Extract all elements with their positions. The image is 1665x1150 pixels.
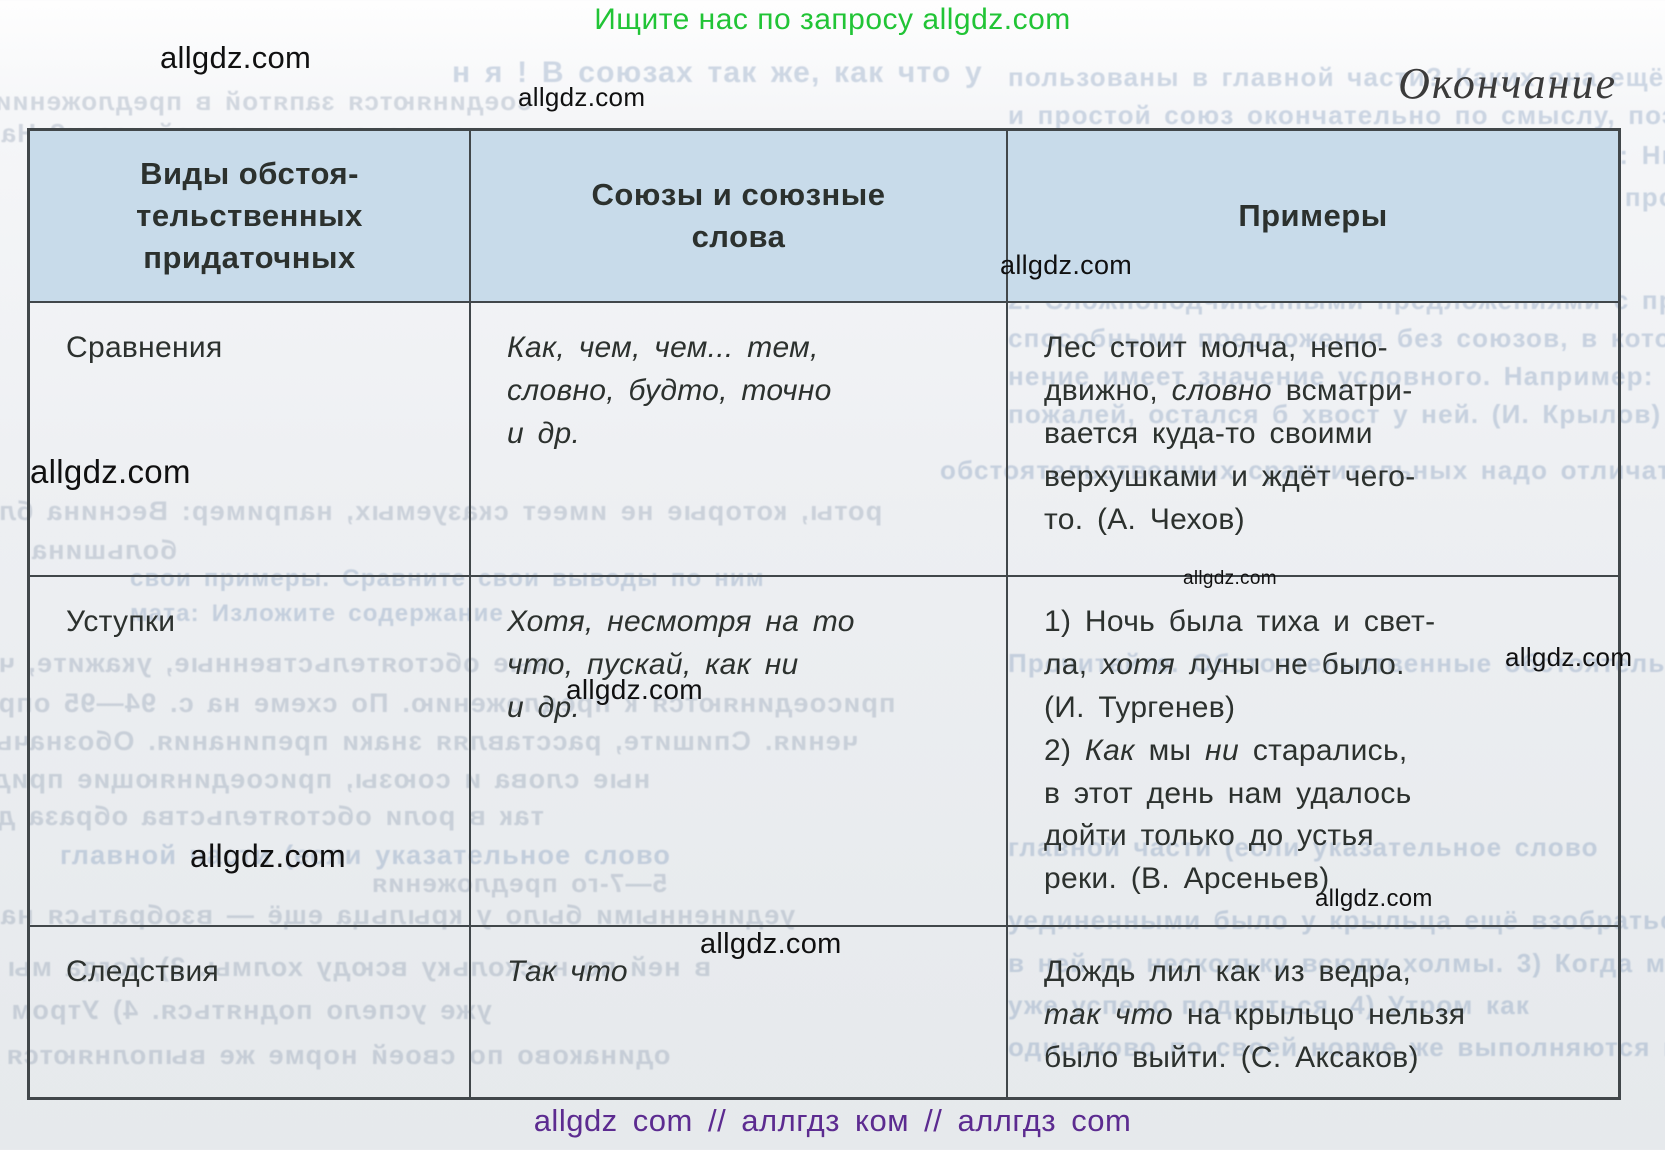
page-corner-label: Окончание	[1398, 59, 1617, 108]
watermark-text: allgdz.com	[160, 40, 312, 75]
table-cell-type: Уступки	[30, 575, 469, 925]
bleed-text-line: способными предложения без союзов, в кот…	[1008, 323, 1665, 353]
watermark-text: allgdz.com	[700, 928, 842, 960]
watermark-text: allgdz.com	[1315, 885, 1433, 912]
bleed-text-line: н я ! В союзах так же, как что у	[452, 56, 983, 89]
bleed-text-line: и простой союз окончательно по смыслу, п…	[1008, 100, 1665, 130]
watermark-text: allgdz.com	[30, 453, 191, 490]
table-cell-type: Следствия	[30, 925, 469, 1097]
bleed-text-line: уже успело подняться. 4) Утром как	[1008, 990, 1531, 1020]
bleed-text-line: пожалей, остался б хвост у ней. (И. Крыл…	[1008, 399, 1662, 429]
watermark-text: allgdz.com	[1000, 250, 1133, 280]
bleed-text-line: пользованы в главной части? Каких она ещ…	[1008, 62, 1665, 92]
bleed-text-line: нение имеет значение условного. Например…	[1008, 361, 1665, 391]
bleed-text-line: обстоятельственных сравнительных надо от…	[940, 455, 1665, 485]
table-cell-example: Лес стоит молча, непо- движно, словно вс…	[1006, 301, 1618, 575]
bleed-text-line: одинаково по своей норме же выполняются …	[1008, 1032, 1665, 1062]
bleed-text-line: Прочитайте. Обстоятельственные обстоятел…	[1008, 648, 1665, 678]
table-header-types: Виды обстоя- тельственных придаточных	[30, 131, 469, 301]
grammar-table: Виды обстоя- тельственных придаточных Со…	[27, 128, 1621, 1100]
watermark-text: allgdz.com	[190, 838, 346, 874]
table-cell-type: Сравнения	[30, 301, 469, 575]
bleed-text-line: в ней по нескольку всюду холмы. 3) Когда…	[1008, 948, 1665, 978]
bleed-text-line: главной части (если указательное слово	[60, 840, 672, 870]
watermark-text: allgdz.com	[566, 674, 703, 705]
bleed-text-line: главной части (если указательное слово	[1008, 832, 1599, 862]
watermark-text: allgdz.com	[518, 82, 646, 112]
table-cell-conjunctions: Хотя, несмотря на то что, пускай, как ни…	[469, 575, 1006, 925]
watermark-text: allgdz.com	[1183, 568, 1277, 589]
footer-text: allgdz com // аллгдз ком // аллгдз com	[533, 1103, 1132, 1138]
table-cell-conjunctions: Так что	[469, 925, 1006, 1097]
top-banner-text: Ищите нас по запросу allgdz.com	[594, 3, 1071, 36]
table-cell-conjunctions: Как, чем, чем... тем, словно, будто, точ…	[469, 301, 1006, 575]
table-cell-example: Дождь лил как из ведра, так что на крыль…	[1006, 925, 1618, 1097]
table-cell-example: 1) Ночь была тиха и свет- ла, хотя луны …	[1006, 575, 1618, 925]
bleed-text-line: уединенными было у крыльца ещё взобратьс…	[1008, 905, 1665, 935]
watermark-text: allgdz.com	[1505, 642, 1633, 672]
bleed-text-line: свои примеры. Сравните свои выводы по ни…	[130, 565, 765, 592]
bleed-text-line: мата: Изложите содержание	[130, 600, 505, 627]
table-header-examples: Примеры	[1006, 131, 1618, 301]
table-header-conjunctions: Союзы и союзные слова	[469, 131, 1006, 301]
